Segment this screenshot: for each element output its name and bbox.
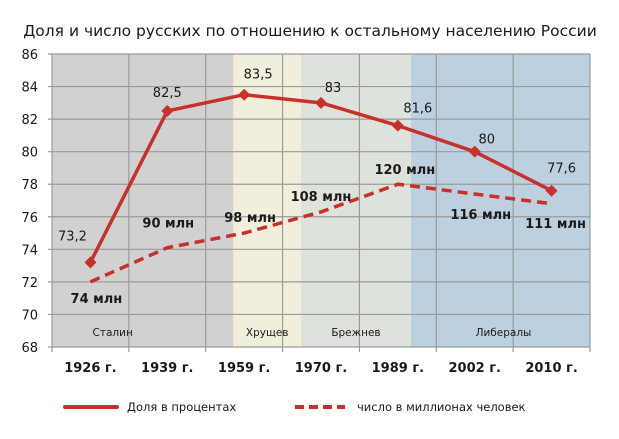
data-label-share: 77,6 [547,162,576,177]
data-point-share [161,104,174,117]
period-label: Сталин [93,327,133,339]
data-label-share: 83,5 [244,68,273,83]
x-tick-label: 2010 г. [525,361,577,376]
series-line-count [89,182,552,284]
y-tick-label: 78 [21,178,38,193]
data-label-count: 120 млн [374,163,435,178]
y-tick-label: 68 [21,341,38,356]
y-tick-label: 76 [21,211,38,226]
data-label-count: 90 млн [142,217,194,232]
data-label-count: 98 млн [224,211,276,226]
data-label-count: 74 млн [71,292,123,307]
x-tick-label: 1970 г. [295,361,347,376]
x-tick-label: 2002 г. [448,361,500,376]
y-tick-label: 70 [21,308,38,323]
x-tick-label: 1926 г. [64,361,116,376]
data-label-share: 81,6 [403,102,432,117]
data-point-share [545,184,558,197]
data-point-share [238,88,251,101]
y-tick-label: 72 [21,276,38,291]
data-point-share [468,145,481,158]
y-tick-label: 80 [21,146,38,161]
data-label-count: 108 млн [291,190,352,205]
y-tick-label: 86 [21,48,38,63]
period-band [233,54,302,347]
legend-label-count: число в миллионах человек [357,400,526,414]
data-point-share [391,119,404,132]
chart-title: Доля и число русских по отношению к оста… [23,22,597,40]
period-band [410,54,590,347]
data-label-share: 73,2 [58,229,87,244]
data-label-share: 82,5 [153,86,182,101]
legend-label-share: Доля в процентах [127,400,236,414]
period-label: Хрущев [246,327,289,339]
data-label-share: 83 [325,81,342,96]
y-tick-label: 82 [21,113,38,128]
x-tick-label: 1989 г. [372,361,424,376]
data-point-share [315,96,327,109]
data-label-count: 111 млн [525,217,586,232]
x-tick-label: 1939 г. [141,361,193,376]
y-tick-label: 74 [21,243,38,258]
x-tick-label: 1959 г. [218,361,270,376]
data-label-share: 80 [478,133,495,148]
data-point-share [84,256,97,269]
period-label: Брежнев [331,327,380,339]
data-label-count: 116 млн [450,208,511,223]
y-tick-label: 84 [21,81,38,96]
period-label: Либералы [476,327,532,339]
